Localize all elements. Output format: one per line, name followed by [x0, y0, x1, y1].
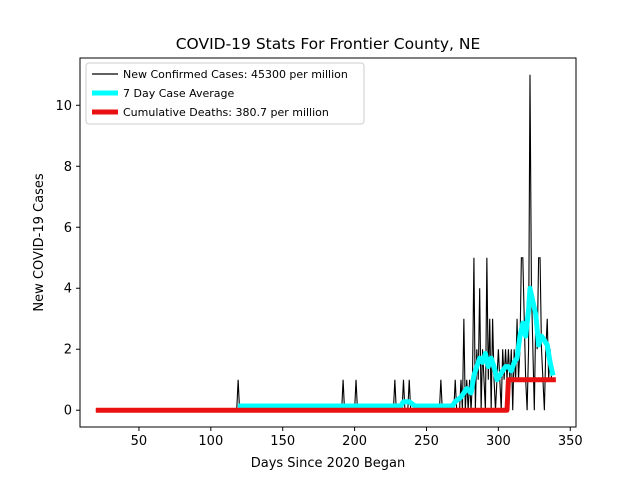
legend-label-new-cases: New Confirmed Cases: 45300 per million — [123, 68, 348, 81]
x-axis-label: Days Since 2020 Began — [251, 456, 406, 471]
x-tick-label: 250 — [414, 434, 439, 449]
plot-area — [95, 74, 556, 413]
legend-box — [85, 62, 365, 125]
y-axis-label: New COVID-19 Cases — [32, 173, 47, 311]
x-tick-label: 350 — [558, 434, 583, 449]
y-tick-label: 4 — [64, 282, 72, 297]
y-tick-label: 0 — [64, 404, 72, 419]
chart-title: COVID-19 Stats For Frontier County, NE — [176, 35, 481, 53]
y-tick-label: 8 — [64, 160, 72, 175]
x-tick-label: 50 — [131, 434, 148, 449]
x-tick-label: 150 — [270, 434, 295, 449]
series-line-7-day-average — [238, 285, 556, 409]
axis-ticks: 50 100 150 200 250 300 350 0 2 4 6 8 10 — [55, 99, 582, 449]
x-tick-label: 200 — [342, 434, 367, 449]
x-tick-label: 100 — [198, 434, 223, 449]
series-line-cumulative-deaths — [95, 377, 556, 413]
legend-label-cumulative-deaths: Cumulative Deaths: 380.7 per million — [123, 106, 329, 119]
y-tick-label: 6 — [64, 221, 72, 236]
legend-label-7-day-average: 7 Day Case Average — [123, 87, 235, 100]
x-tick-label: 300 — [486, 434, 511, 449]
y-tick-label: 10 — [55, 99, 72, 114]
axes-frame — [79, 57, 577, 428]
legend: New Confirmed Cases: 45300 per million 7… — [85, 62, 365, 125]
y-tick-label: 2 — [64, 343, 72, 358]
